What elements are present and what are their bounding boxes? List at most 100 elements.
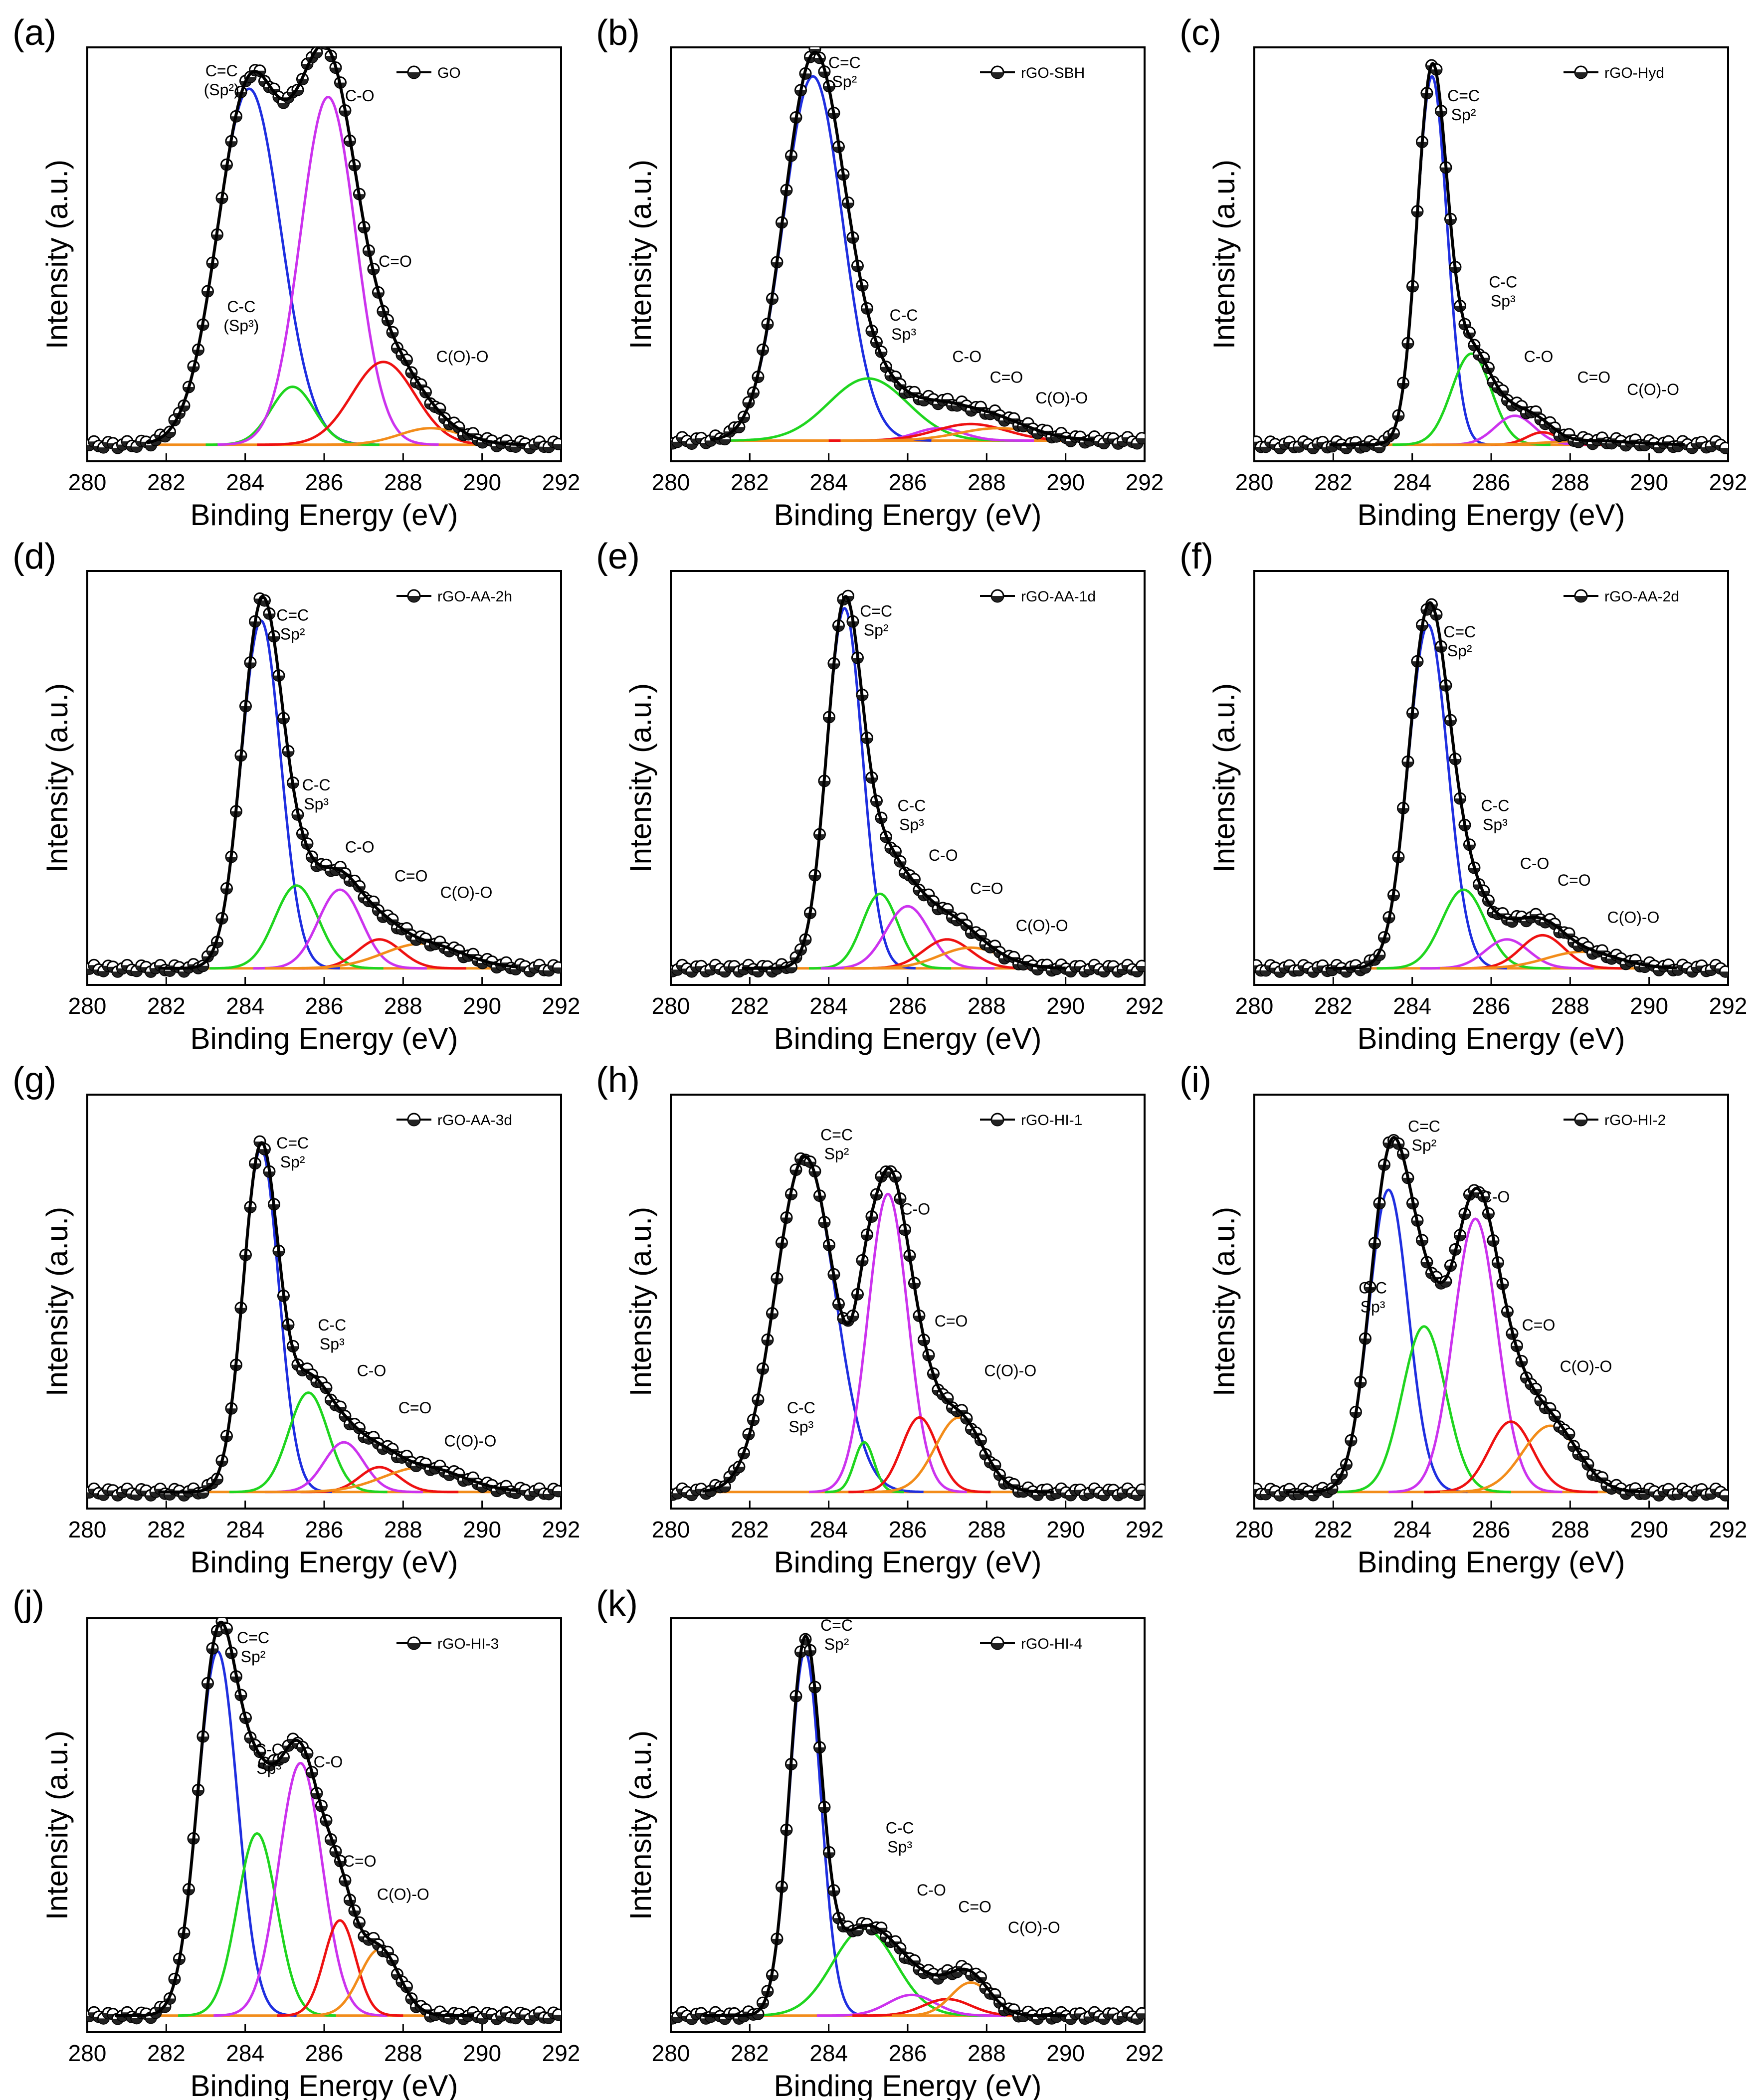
x-tick-label: 286 — [889, 1517, 927, 1542]
peak-annotation: C-C Sp³ — [787, 1399, 815, 1436]
x-tick-label: 290 — [1630, 1517, 1668, 1542]
data-point-fill — [510, 1493, 521, 1499]
data-point-fill — [1307, 1495, 1319, 1501]
data-point-fill — [852, 1930, 863, 1936]
annotation-line: C-C — [897, 796, 926, 814]
annotation-line: C=O — [394, 867, 428, 885]
x-tick-label: 280 — [1235, 993, 1274, 1019]
legend-label: rGO-HI-3 — [437, 1636, 499, 1652]
annotation-line: Sp² — [280, 625, 305, 643]
data-point-fill — [1065, 2019, 1076, 2025]
data-point-fill — [1131, 1495, 1143, 1501]
annotation-line: Sp² — [1412, 1137, 1437, 1154]
legend-marker-fill — [991, 1643, 1003, 1649]
panel-letter: (a) — [12, 13, 56, 53]
peak-annotation: C=O — [1577, 368, 1610, 386]
data-point-fill — [1032, 2018, 1043, 2024]
peak-annotation: C=C (Sp²) — [204, 62, 239, 99]
data-point-fill — [1341, 448, 1352, 454]
peak-annotation: C=O — [970, 879, 1003, 897]
annotation-line: C-O — [1481, 1188, 1510, 1206]
data-point-fill — [1098, 1495, 1110, 1501]
data-point-fill — [263, 1765, 275, 1771]
peak-annotation: C(O)-O — [984, 1361, 1036, 1379]
annotation-line: C-C — [1489, 273, 1517, 291]
annotation-line: C(O)-O — [377, 1885, 429, 1903]
x-tick-label: 288 — [968, 1517, 1006, 1542]
x-tick-label: 282 — [731, 469, 769, 495]
annotation-line: Sp³ — [899, 815, 924, 833]
x-axis-label: Binding Energy (eV) — [191, 1545, 458, 1579]
peak-co — [253, 888, 427, 970]
annotation-line: C=O — [1522, 1316, 1556, 1334]
peak-c_eq_o — [1424, 1420, 1598, 1494]
data-point-fill — [1686, 448, 1698, 454]
peak-annotation: C-C Sp³ — [318, 1316, 346, 1353]
panel-a: (a) 280 282 284 286 288 290 292 Binding Energy (… — [12, 13, 580, 532]
y-axis-label: Intensity (a.u.) — [624, 683, 657, 873]
x-tick-label: 292 — [542, 469, 581, 495]
peak-annotation: C-O — [917, 1881, 946, 1899]
peak-annotation: C=C Sp² — [820, 1616, 853, 1653]
annotation-line: C-C — [255, 1740, 283, 1758]
plot-area — [87, 592, 561, 978]
x-tick-label: 288 — [384, 1517, 422, 1542]
envelope-fit — [146, 47, 526, 446]
x-tick-label: 286 — [1472, 1517, 1511, 1542]
x-tick-label: 290 — [463, 2040, 501, 2066]
panel-e: (e) 280 282 284 286 288 290 292 Binding Energy (… — [596, 537, 1164, 1055]
legend-marker-fill — [1575, 72, 1587, 78]
peak-annotation: C-O — [1520, 855, 1550, 873]
peak-annotation: C-O — [357, 1361, 387, 1379]
plot-area — [671, 1152, 1145, 1502]
x-tick-label: 288 — [968, 2040, 1006, 2066]
data-point-fill — [1260, 446, 1271, 452]
annotation-line: Sp³ — [788, 1418, 813, 1436]
annotation-line: C(O)-O — [444, 1432, 496, 1450]
x-tick-label: 292 — [542, 2040, 581, 2066]
data-point-fill — [1705, 969, 1717, 975]
annotation-line: Sp² — [832, 73, 857, 91]
peak-co — [1388, 1217, 1563, 1494]
data-point-fill — [1131, 2018, 1143, 2024]
peak-co — [820, 905, 995, 970]
x-tick-label: 290 — [1630, 469, 1668, 495]
x-axis-label: Binding Energy (eV) — [774, 1545, 1042, 1579]
annotation-line: Sp² — [1451, 106, 1476, 124]
annotation-line: C(O)-O — [1560, 1357, 1612, 1375]
plot-area — [671, 589, 1145, 978]
data-point-fill — [1098, 971, 1110, 977]
x-tick-label: 286 — [889, 469, 927, 495]
x-tick-label: 290 — [463, 1517, 501, 1542]
annotation-line: C-O — [901, 1200, 931, 1218]
data-point-fill — [145, 445, 157, 451]
annotation-line: C(O)-O — [1607, 909, 1660, 927]
peak-annotation: C-C Sp³ — [897, 796, 926, 833]
envelope-fit — [158, 595, 518, 970]
x-tick-label: 292 — [1126, 469, 1164, 495]
panel-d: (d) 280 282 284 286 288 290 292 Binding Energy (… — [12, 537, 580, 1055]
data-point-fill — [672, 1493, 683, 1499]
x-tick-label: 282 — [731, 993, 769, 1019]
envelope-fit — [702, 1155, 1054, 1494]
panel-c: (c) 280 282 284 286 288 290 292 Binding Energy (… — [1179, 13, 1747, 532]
data-point-fill — [719, 1486, 731, 1492]
x-tick-label: 286 — [305, 2040, 344, 2066]
annotation-line: C(O)-O — [1627, 381, 1679, 398]
data-point-fill — [510, 446, 521, 452]
legend-label: GO — [437, 65, 461, 81]
data-point-fill — [738, 2016, 750, 2022]
peak-annotation: C=O — [394, 867, 428, 885]
data-point-fill — [1326, 446, 1338, 452]
data-point-fill — [543, 1494, 555, 1500]
data-point-fill — [1686, 971, 1698, 977]
annotation-line: C=C — [1443, 623, 1476, 641]
x-tick-label: 286 — [305, 993, 344, 1019]
x-tick-label: 284 — [809, 993, 848, 1019]
plot-area — [1254, 59, 1728, 454]
annotation-line: C=O — [379, 252, 412, 270]
panel-letter: (j) — [12, 1584, 44, 1624]
legend-label: rGO-AA-2d — [1604, 588, 1679, 605]
y-axis-label: Intensity (a.u.) — [1207, 1207, 1241, 1396]
